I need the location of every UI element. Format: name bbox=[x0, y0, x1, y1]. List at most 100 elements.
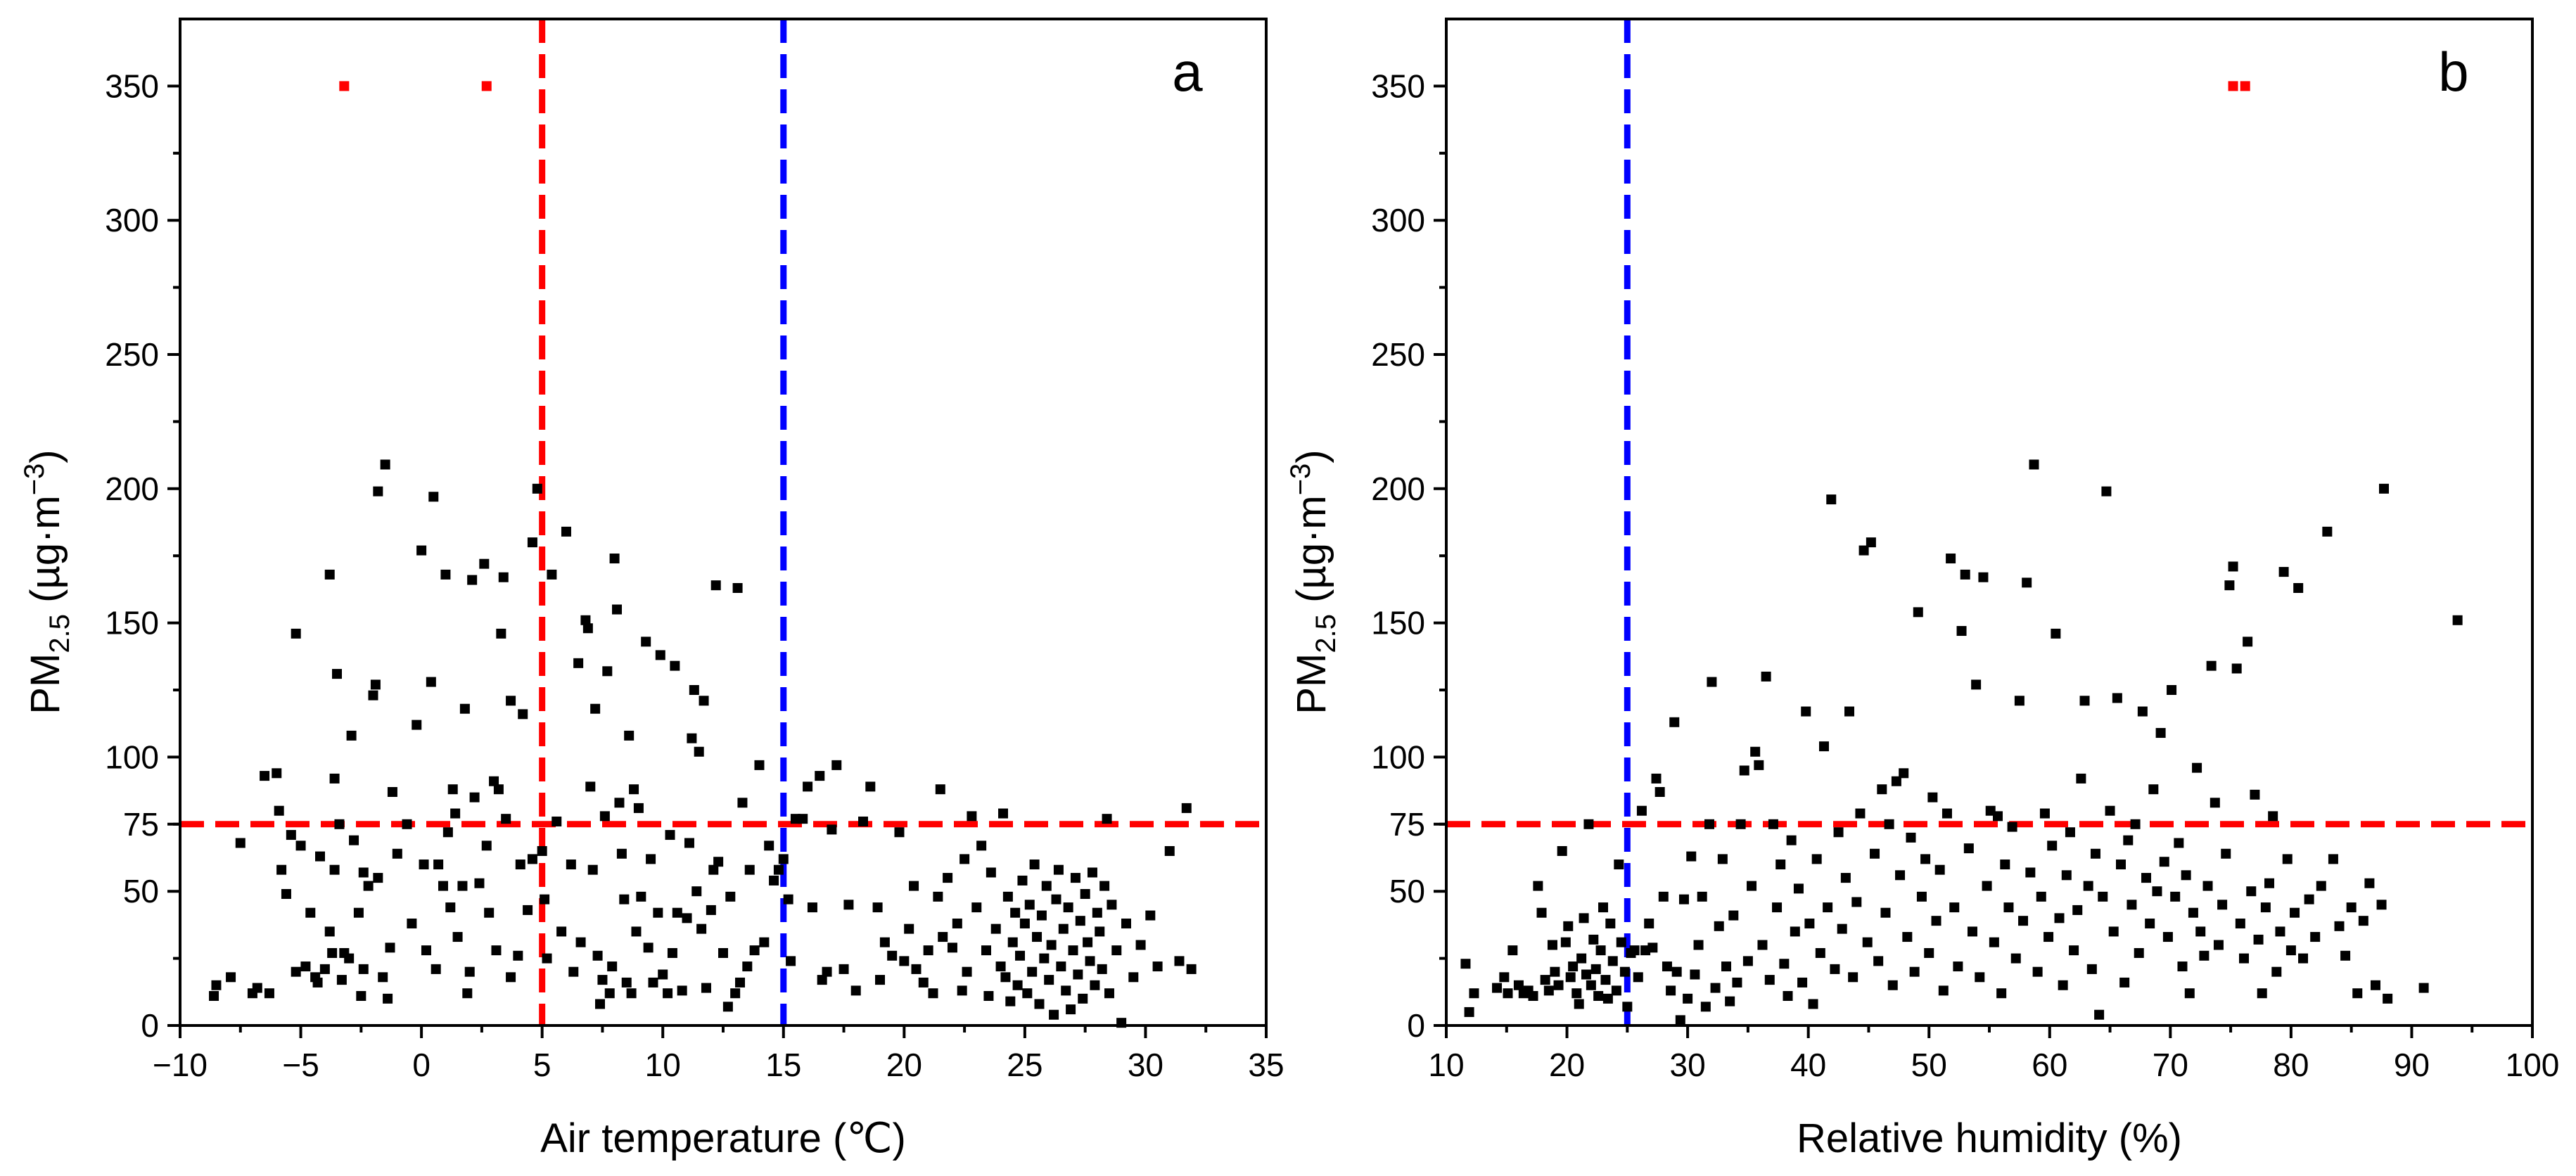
outlier-point-0 bbox=[339, 81, 350, 91]
data-point-104 bbox=[585, 781, 596, 792]
data-point-130 bbox=[1934, 864, 1945, 875]
data-point-66 bbox=[1704, 819, 1714, 829]
data-point-182 bbox=[858, 816, 869, 826]
data-point-239 bbox=[1061, 985, 1071, 996]
data-point-92 bbox=[1797, 977, 1808, 988]
data-point-142 bbox=[689, 685, 699, 695]
data-point-149 bbox=[2003, 902, 2014, 913]
data-point-112 bbox=[604, 988, 615, 999]
data-point-2 bbox=[226, 972, 236, 983]
data-point-206 bbox=[2210, 798, 2220, 808]
data-point-215 bbox=[2243, 637, 2253, 647]
data-point-70 bbox=[1717, 854, 1728, 864]
data-point-81 bbox=[501, 814, 511, 824]
data-point-213 bbox=[998, 808, 1009, 819]
data-point-88 bbox=[527, 854, 537, 864]
data-point-79 bbox=[496, 628, 506, 639]
data-point-166 bbox=[773, 864, 784, 875]
data-point-20 bbox=[1563, 921, 1574, 931]
data-point-177 bbox=[2105, 805, 2115, 816]
y-title-superscript: −3 bbox=[1285, 464, 1316, 496]
data-point-96 bbox=[556, 926, 567, 937]
data-point-64 bbox=[450, 808, 461, 819]
data-point-153 bbox=[722, 1002, 733, 1012]
data-point-62 bbox=[445, 902, 456, 913]
data-point-123 bbox=[631, 926, 642, 937]
x-tick-label: 70 bbox=[2153, 1047, 2188, 1083]
data-point-32 bbox=[1593, 991, 1604, 1002]
data-point-223 bbox=[1022, 988, 1033, 999]
data-point-247 bbox=[2452, 615, 2463, 625]
data-point-133 bbox=[663, 988, 673, 999]
data-point-232 bbox=[2310, 932, 2321, 942]
data-point-141 bbox=[1975, 972, 1985, 983]
data-point-181 bbox=[850, 985, 861, 996]
data-point-105 bbox=[587, 864, 598, 875]
data-point-174 bbox=[2094, 1009, 2105, 1020]
data-point-75 bbox=[1735, 819, 1746, 829]
data-point-199 bbox=[2184, 988, 2195, 999]
data-point-261 bbox=[1121, 918, 1131, 928]
data-point-201 bbox=[952, 918, 962, 928]
data-point-116 bbox=[614, 798, 625, 808]
data-point-161 bbox=[2047, 841, 2058, 851]
data-point-183 bbox=[2127, 900, 2137, 910]
plot-frame bbox=[1445, 18, 2534, 1027]
data-point-0 bbox=[1460, 959, 1471, 969]
data-point-57 bbox=[1671, 966, 1682, 977]
data-point-81 bbox=[1757, 940, 1768, 950]
data-point-55 bbox=[1666, 985, 1676, 996]
data-point-65 bbox=[1700, 1002, 1711, 1012]
data-point-12 bbox=[1536, 907, 1547, 918]
data-point-6 bbox=[1507, 945, 1518, 956]
data-point-37 bbox=[358, 964, 369, 974]
data-point-37 bbox=[1605, 918, 1616, 928]
x-tick-label: 50 bbox=[1911, 1047, 1947, 1083]
data-point-125 bbox=[1916, 891, 1927, 902]
data-point-39 bbox=[1611, 985, 1621, 996]
data-point-101 bbox=[575, 937, 586, 947]
data-point-210 bbox=[2224, 580, 2235, 591]
data-point-187 bbox=[887, 950, 898, 961]
data-point-60 bbox=[1683, 993, 1693, 1004]
y-tick-label: 50 bbox=[123, 873, 159, 909]
data-point-255 bbox=[1099, 881, 1110, 891]
data-point-54 bbox=[421, 945, 431, 956]
data-point-118 bbox=[1891, 776, 1901, 786]
data-point-95 bbox=[1808, 999, 1818, 1009]
data-point-35 bbox=[1600, 975, 1611, 985]
y-tick-label: 350 bbox=[1371, 68, 1425, 104]
data-point-212 bbox=[2231, 663, 2242, 674]
data-point-208 bbox=[2217, 900, 2228, 910]
data-point-119 bbox=[1895, 870, 1906, 881]
data-point-61 bbox=[1686, 851, 1697, 862]
data-point-59 bbox=[1678, 894, 1689, 905]
data-point-126 bbox=[641, 637, 651, 647]
data-point-180 bbox=[2115, 859, 2126, 870]
data-point-226 bbox=[2282, 854, 2293, 864]
data-point-139 bbox=[1967, 926, 1977, 937]
data-point-115 bbox=[612, 604, 623, 615]
x-tick-label: 60 bbox=[2032, 1047, 2067, 1083]
data-point-115 bbox=[1880, 907, 1891, 918]
x-tick-label: 10 bbox=[1428, 1047, 1464, 1083]
data-point-86 bbox=[518, 709, 528, 720]
data-point-150 bbox=[710, 580, 721, 591]
data-point-237 bbox=[1056, 961, 1066, 972]
data-point-88 bbox=[1783, 991, 1793, 1002]
data-point-17 bbox=[1553, 980, 1564, 990]
data-point-100 bbox=[1826, 494, 1837, 505]
data-point-66 bbox=[457, 881, 468, 891]
y-title-subscript: 2.5 bbox=[1311, 614, 1341, 653]
data-point-41 bbox=[1616, 937, 1626, 947]
data-point-5 bbox=[1503, 988, 1513, 999]
data-point-0 bbox=[209, 991, 219, 1002]
data-point-122 bbox=[1906, 832, 1916, 843]
data-point-163 bbox=[759, 937, 770, 947]
data-point-232 bbox=[1044, 975, 1054, 985]
data-point-74 bbox=[481, 841, 492, 851]
y-tick-label: 100 bbox=[105, 739, 159, 775]
data-point-212 bbox=[995, 961, 1006, 972]
data-point-84 bbox=[513, 950, 523, 961]
data-point-62 bbox=[1690, 969, 1700, 980]
